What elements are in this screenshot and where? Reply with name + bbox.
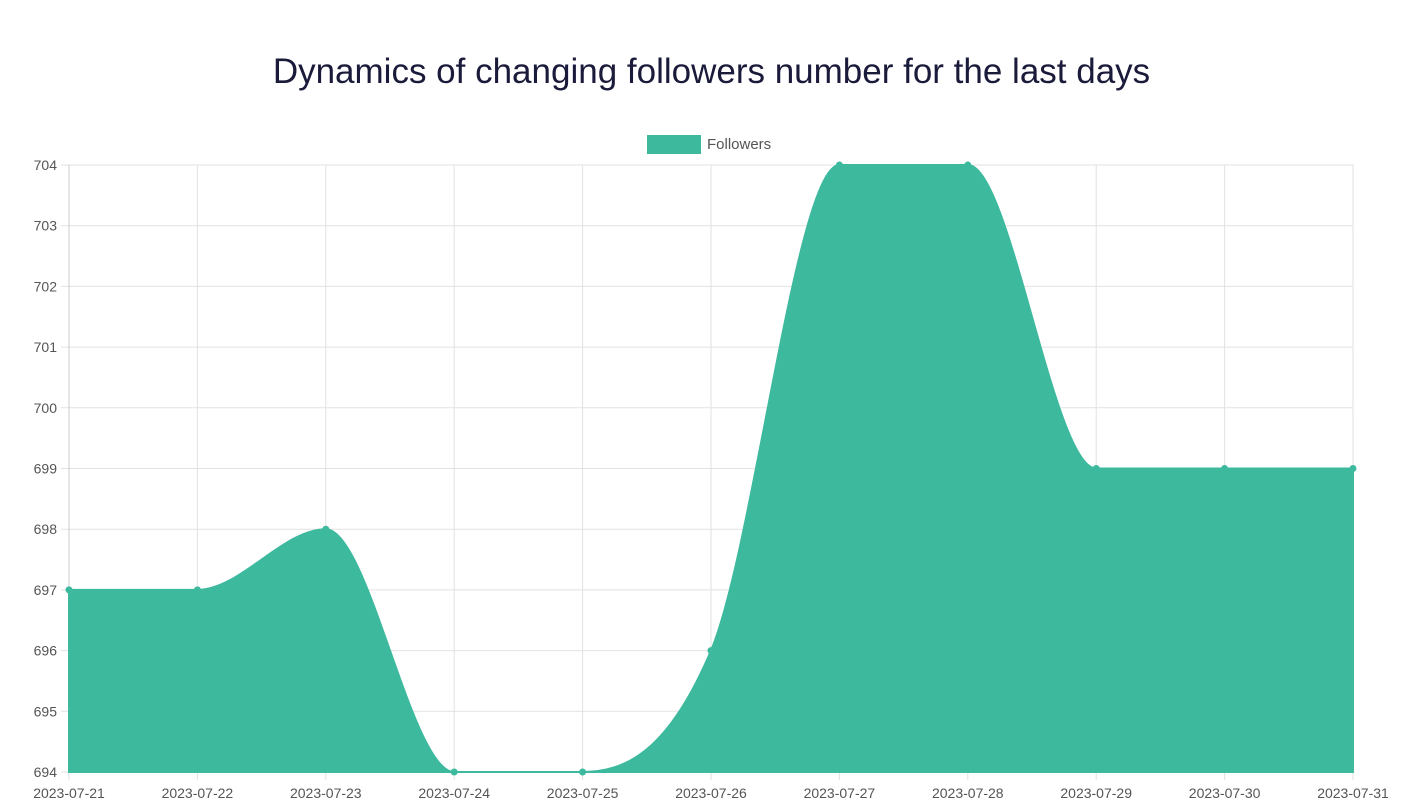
- x-tick-label: 2023-07-28: [932, 785, 1004, 801]
- x-tick-label: 2023-07-27: [804, 785, 876, 801]
- x-tick-label: 2023-07-24: [418, 785, 490, 801]
- data-point[interactable]: [835, 161, 843, 169]
- y-tick-label: 703: [34, 218, 58, 234]
- data-point[interactable]: [1349, 465, 1357, 472]
- data-point[interactable]: [964, 161, 972, 169]
- data-points: [65, 161, 1357, 776]
- data-point[interactable]: [322, 525, 330, 533]
- y-tick-label: 698: [34, 521, 58, 537]
- chart-title: Dynamics of changing followers number fo…: [272, 52, 1151, 91]
- x-tick-label: 2023-07-22: [162, 785, 234, 801]
- x-tick-label: 2023-07-31: [1317, 785, 1389, 801]
- x-axis-ticks: 2023-07-21 2023-07-22 2023-07-23 2023-07-24…: [33, 785, 1389, 801]
- y-tick-label: 695: [34, 703, 58, 719]
- legend[interactable]: Followers: [647, 135, 771, 154]
- legend-label-followers[interactable]: Followers: [707, 136, 771, 153]
- x-tick-label: 2023-07-30: [1189, 785, 1261, 801]
- data-point[interactable]: [193, 586, 201, 594]
- y-tick-label: 699: [34, 461, 58, 477]
- data-point[interactable]: [1092, 465, 1100, 472]
- y-tick-label: 704: [34, 157, 58, 173]
- x-tick-label: 2023-07-29: [1060, 785, 1132, 801]
- x-tick-label: 2023-07-23: [290, 785, 362, 801]
- data-point[interactable]: [450, 768, 458, 776]
- y-tick-label: 701: [34, 339, 58, 355]
- data-point[interactable]: [707, 647, 715, 655]
- y-tick-label: 696: [34, 643, 58, 659]
- data-point[interactable]: [65, 586, 73, 594]
- y-tick-label: 697: [34, 582, 58, 598]
- y-tick-label: 700: [34, 400, 58, 416]
- x-tick-label: 2023-07-21: [33, 785, 105, 801]
- x-tick-label: 2023-07-26: [675, 785, 747, 801]
- legend-swatch-followers[interactable]: [647, 135, 701, 154]
- y-tick-label: 694: [34, 764, 58, 780]
- data-point[interactable]: [1221, 465, 1229, 472]
- y-tick-label: 702: [34, 278, 58, 294]
- data-point[interactable]: [579, 768, 587, 776]
- y-axis-ticks: 694 695 696 697 698 699 700 701 702 703 704: [34, 157, 58, 780]
- x-tick-label: 2023-07-25: [547, 785, 619, 801]
